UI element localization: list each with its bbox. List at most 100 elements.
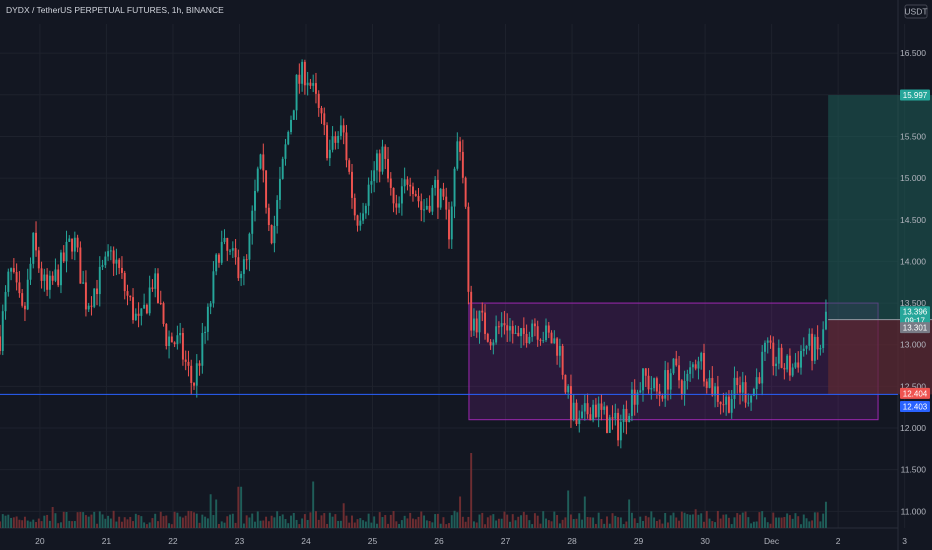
volume-bar xyxy=(10,517,13,528)
candle-body xyxy=(359,220,362,226)
candle-body xyxy=(733,377,736,400)
candle-body xyxy=(711,378,714,396)
candle-body xyxy=(775,363,778,367)
y-tick-label: 15.500 xyxy=(900,131,926,141)
candle-body xyxy=(550,332,553,344)
volume-bar xyxy=(542,511,545,528)
volume-bar xyxy=(589,517,592,528)
candle-body xyxy=(822,329,825,348)
chart-title: DYDX / TetherUS PERPETUAL FUTURES, 1h, B… xyxy=(6,5,224,15)
volume-bar xyxy=(423,515,426,528)
candle-body xyxy=(259,154,262,169)
candle-body xyxy=(553,338,556,344)
candle-body xyxy=(306,82,309,86)
candle-body xyxy=(40,268,43,281)
candle-body xyxy=(725,396,728,405)
candle-body xyxy=(181,332,184,360)
candle-body xyxy=(384,146,387,159)
volume-bar xyxy=(739,514,741,528)
candle-body xyxy=(10,268,13,272)
candle-body xyxy=(442,188,445,197)
candle-body xyxy=(143,304,146,309)
candle-body xyxy=(478,310,481,333)
volume-bar xyxy=(157,521,159,528)
candle-body xyxy=(436,179,439,208)
candle-body xyxy=(763,342,766,352)
volume-bar xyxy=(775,517,778,528)
candle-body xyxy=(575,402,578,425)
candle-body xyxy=(234,248,237,258)
candle-body xyxy=(217,254,220,263)
volume-bar xyxy=(26,520,29,528)
volume-bar xyxy=(195,513,198,528)
volume-bar xyxy=(254,521,256,528)
x-tick-label: 22 xyxy=(168,536,178,546)
candle-body xyxy=(636,392,639,405)
volume-bar xyxy=(506,514,509,528)
candle-body xyxy=(545,325,547,341)
candle-body xyxy=(370,181,373,185)
candle-body xyxy=(48,275,51,290)
volume-bar xyxy=(314,511,317,528)
volume-bar xyxy=(678,520,681,528)
volume-bar xyxy=(18,519,21,528)
candle-body xyxy=(445,196,448,210)
volume-bar xyxy=(788,515,791,528)
candle-body xyxy=(750,395,753,403)
candle-body xyxy=(381,146,384,172)
volume-bar xyxy=(342,503,345,528)
volume-bar xyxy=(348,522,351,528)
volume-bar xyxy=(575,518,578,528)
volume-bar xyxy=(223,522,226,528)
volume-bar xyxy=(298,524,301,528)
volume-bar xyxy=(680,511,683,528)
volume-bar xyxy=(653,517,656,528)
volume-bar xyxy=(51,507,54,528)
y-tick-label: 15.000 xyxy=(900,173,926,183)
volume-bar xyxy=(766,522,769,528)
volume-bar xyxy=(700,513,703,528)
x-tick-label: 26 xyxy=(434,536,444,546)
volume-bar xyxy=(808,521,811,528)
volume-bar xyxy=(719,518,722,528)
candle-body xyxy=(301,61,304,84)
candle-body xyxy=(395,203,398,208)
candle-body xyxy=(619,422,622,441)
candle-body xyxy=(317,93,320,108)
volume-bar xyxy=(716,510,719,528)
candle-body xyxy=(431,187,434,212)
x-tick-label: 2 xyxy=(836,536,841,546)
volume-bar xyxy=(359,518,362,528)
candle-body xyxy=(409,184,412,187)
currency-button[interactable]: USDT xyxy=(904,4,928,19)
candle-body xyxy=(123,272,126,292)
candle-body xyxy=(730,399,733,413)
volume-bar xyxy=(572,519,575,528)
y-tick-label: 11.500 xyxy=(901,465,927,475)
volume-bar xyxy=(392,511,395,528)
candle-body xyxy=(467,206,470,292)
candle-body xyxy=(60,252,62,286)
volume-bar xyxy=(547,520,550,528)
candle-body xyxy=(727,396,730,413)
candle-body xyxy=(373,170,376,182)
volume-bar xyxy=(420,511,423,528)
volume-bar xyxy=(226,516,229,528)
volume-bar xyxy=(151,518,154,528)
candle-body xyxy=(37,250,40,269)
candle-body xyxy=(98,266,101,295)
y-tick-label: 14.500 xyxy=(900,215,926,225)
time-axis[interactable]: 2021222324252627282930Dec2345 xyxy=(35,536,932,546)
candle-body xyxy=(251,210,254,234)
candle-body xyxy=(547,325,550,333)
volume-bar xyxy=(123,517,126,528)
y-tick-label: 13.000 xyxy=(900,340,926,350)
candle-body xyxy=(400,186,403,204)
candle-body xyxy=(287,131,290,145)
volume-bar xyxy=(126,519,129,528)
volume-bar xyxy=(96,523,98,528)
candle-body xyxy=(644,368,647,376)
volume-bar xyxy=(614,515,617,528)
candle-body xyxy=(73,237,76,252)
